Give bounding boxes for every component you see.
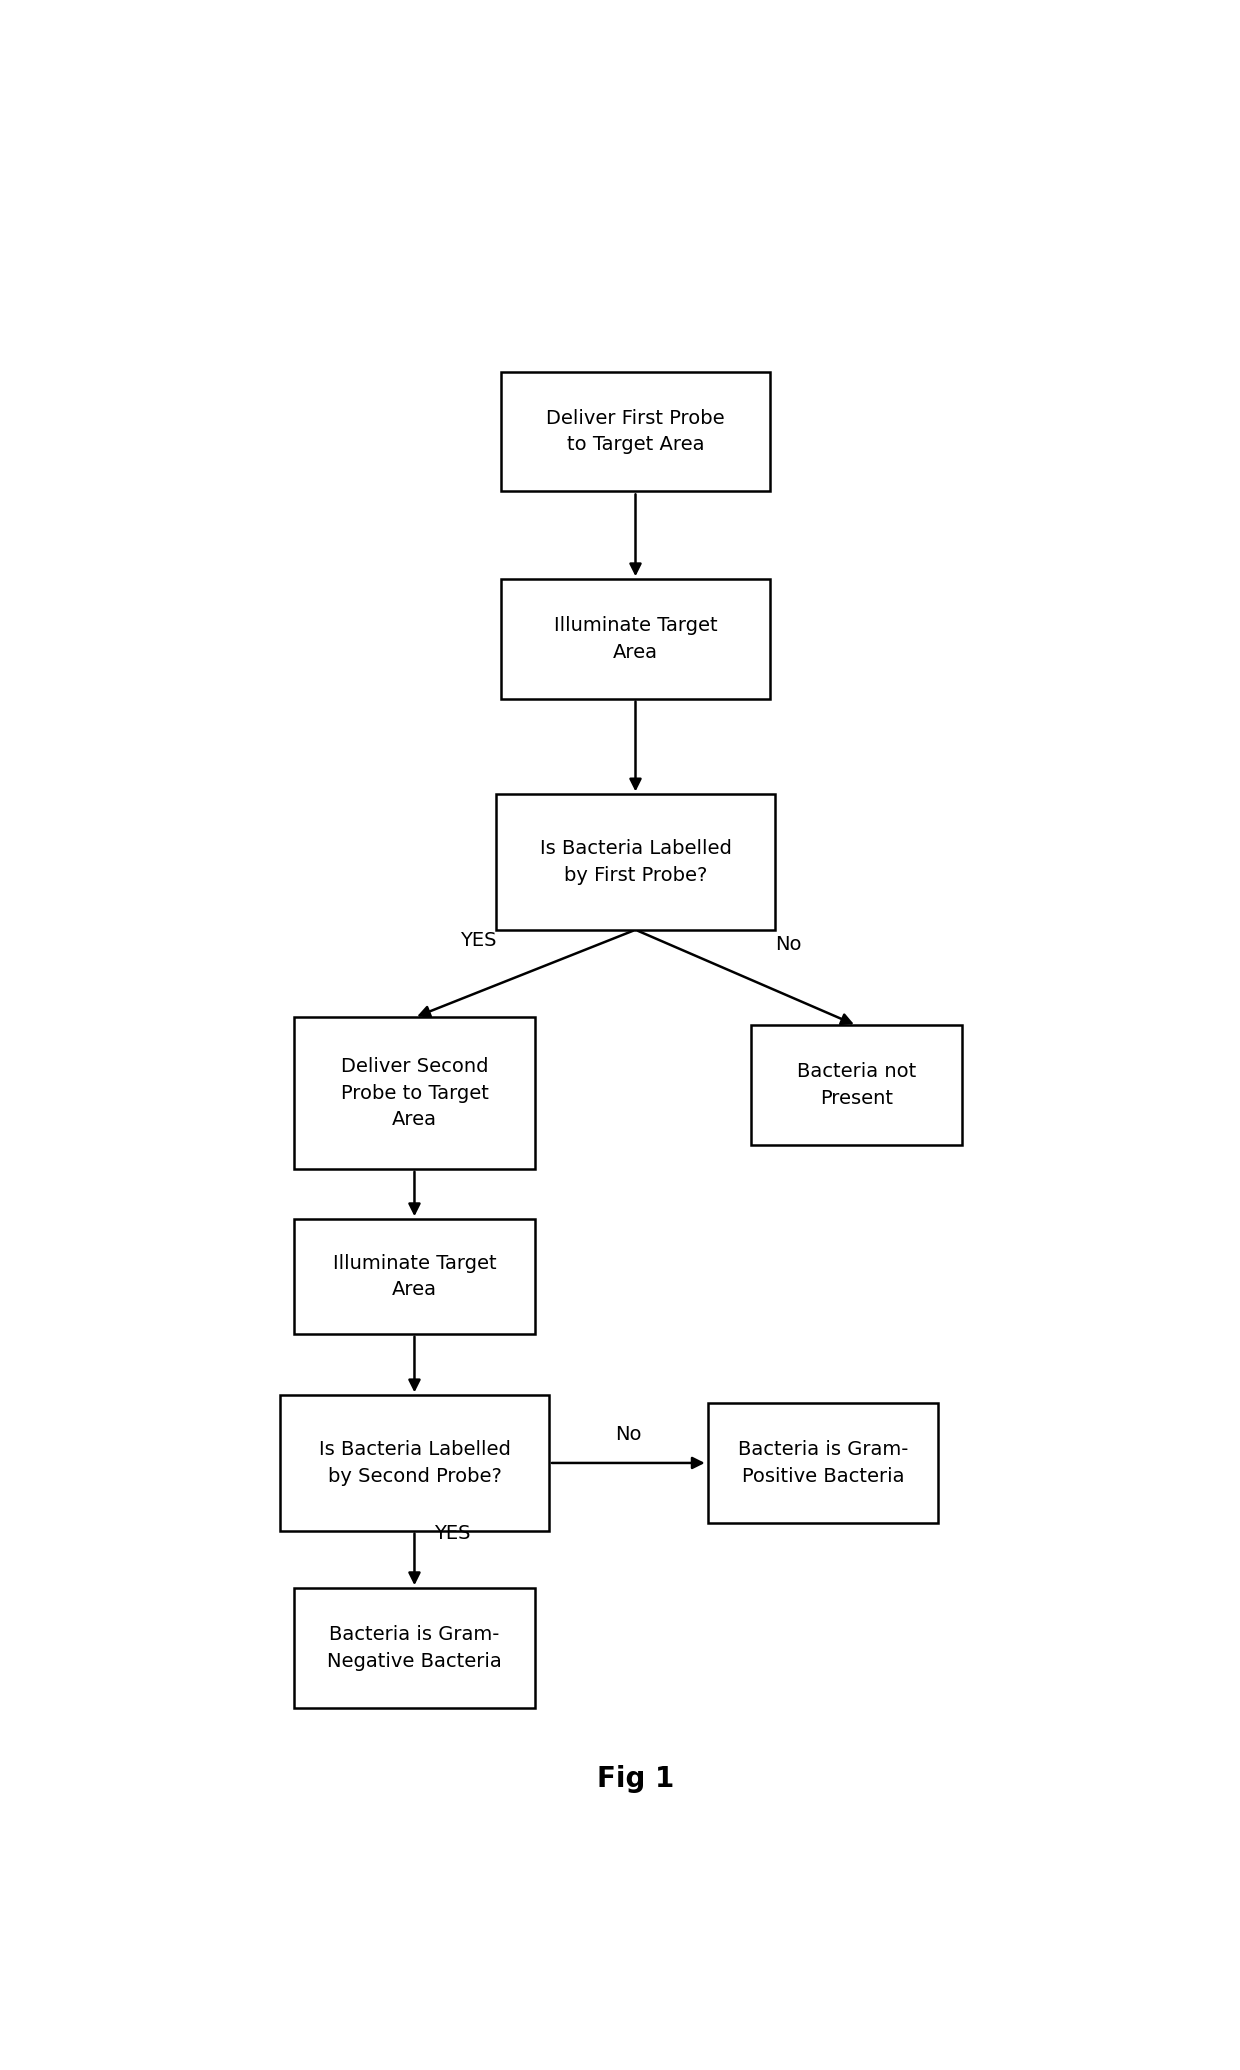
FancyBboxPatch shape — [708, 1403, 939, 1524]
FancyBboxPatch shape — [280, 1395, 549, 1530]
FancyBboxPatch shape — [501, 580, 770, 700]
Text: Is Bacteria Labelled
by First Probe?: Is Bacteria Labelled by First Probe? — [539, 838, 732, 884]
Text: Bacteria is Gram-
Negative Bacteria: Bacteria is Gram- Negative Bacteria — [327, 1625, 502, 1670]
Text: Fig 1: Fig 1 — [596, 1764, 675, 1793]
Text: Illuminate Target
Area: Illuminate Target Area — [332, 1254, 496, 1300]
FancyBboxPatch shape — [294, 1588, 534, 1708]
FancyBboxPatch shape — [294, 1018, 534, 1170]
Text: Deliver Second
Probe to Target
Area: Deliver Second Probe to Target Area — [341, 1058, 489, 1128]
FancyBboxPatch shape — [501, 373, 770, 491]
Text: Deliver First Probe
to Target Area: Deliver First Probe to Target Area — [546, 410, 725, 455]
Text: Bacteria is Gram-
Positive Bacteria: Bacteria is Gram- Positive Bacteria — [738, 1441, 908, 1486]
FancyBboxPatch shape — [496, 795, 775, 929]
Text: YES: YES — [434, 1524, 470, 1544]
FancyBboxPatch shape — [294, 1219, 534, 1333]
Text: No: No — [775, 936, 801, 954]
Text: YES: YES — [460, 932, 496, 950]
Text: Is Bacteria Labelled
by Second Probe?: Is Bacteria Labelled by Second Probe? — [319, 1441, 511, 1486]
FancyBboxPatch shape — [751, 1025, 962, 1145]
Text: No: No — [615, 1424, 641, 1445]
Text: Bacteria not
Present: Bacteria not Present — [797, 1062, 916, 1107]
Text: Illuminate Target
Area: Illuminate Target Area — [554, 617, 717, 662]
